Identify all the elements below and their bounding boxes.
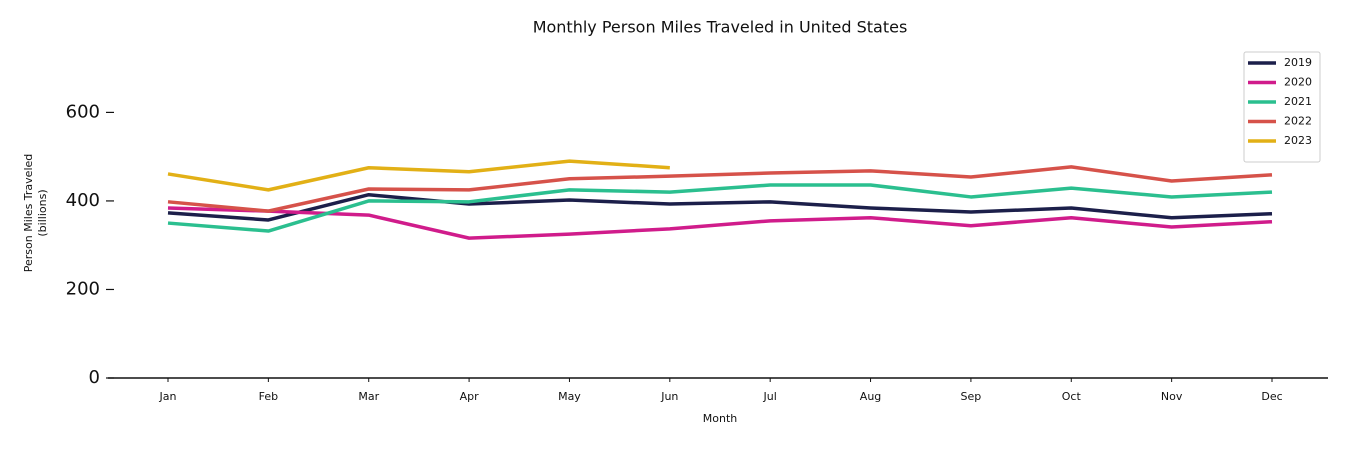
y-axis-label: Person Miles Traveled bbox=[22, 154, 35, 273]
series-line bbox=[167, 165, 1273, 213]
x-axis-label: Month bbox=[703, 412, 738, 425]
legend-label: 2019 bbox=[1284, 56, 1312, 69]
legend-label: 2022 bbox=[1284, 115, 1312, 128]
series-line bbox=[167, 192, 1273, 222]
legend-label: 2020 bbox=[1284, 76, 1312, 89]
legend-label: 2023 bbox=[1284, 134, 1312, 147]
x-tick-label: Nov bbox=[1161, 390, 1183, 403]
y-tick-label: 600 bbox=[66, 101, 100, 122]
x-tick-label: Dec bbox=[1261, 390, 1282, 403]
x-tick-label: May bbox=[558, 390, 581, 403]
x-tick-label: Jul bbox=[763, 390, 777, 403]
x-tick-label: Apr bbox=[460, 390, 480, 403]
x-tick-label: Oct bbox=[1062, 390, 1082, 403]
x-tick-label: Jun bbox=[660, 390, 678, 403]
x-tick-label: Feb bbox=[259, 390, 278, 403]
y-tick-label: 400 bbox=[66, 190, 100, 211]
y-tick-label: 200 bbox=[66, 278, 100, 299]
legend-label: 2021 bbox=[1284, 95, 1312, 108]
x-tick-label: Aug bbox=[860, 390, 881, 403]
chart-title: Monthly Person Miles Traveled in United … bbox=[533, 18, 908, 37]
y-tick-label: 0 bbox=[89, 367, 100, 388]
x-tick-label: Jan bbox=[159, 390, 177, 403]
y-axis-label: (billions) bbox=[36, 189, 49, 236]
legend-box bbox=[1243, 51, 1321, 163]
series-line bbox=[167, 206, 1273, 240]
x-tick-label: Mar bbox=[358, 390, 379, 403]
x-tick-label: Sep bbox=[961, 390, 982, 403]
series-line bbox=[167, 183, 1273, 233]
series-line bbox=[167, 159, 670, 192]
